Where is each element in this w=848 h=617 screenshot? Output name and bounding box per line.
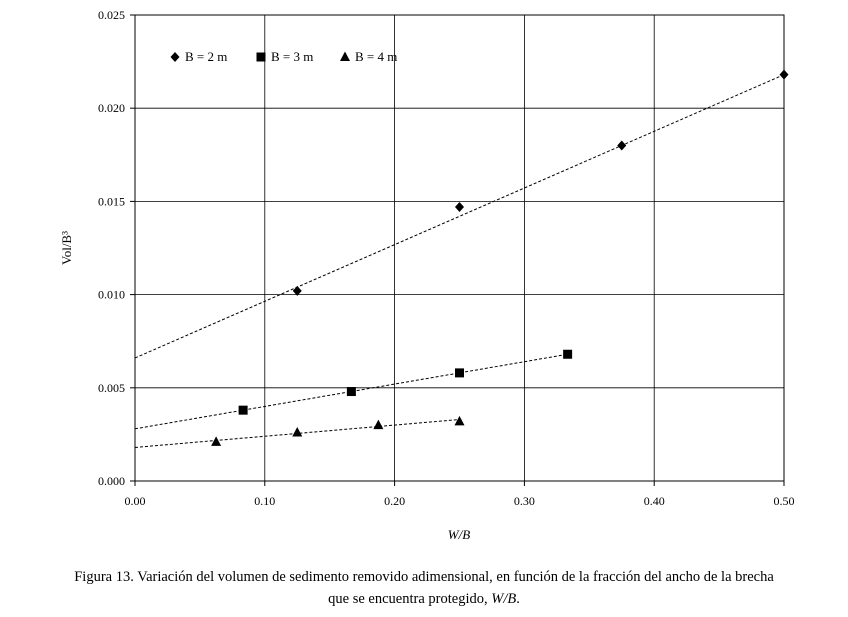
data-point-square [563,349,573,359]
caption-line-2-italic: W/B [491,591,517,607]
x-axis-label: W/B [448,527,470,542]
legend-label: B = 2 m [185,49,227,64]
data-point-diamond [455,201,464,212]
x-tick-label: 0.30 [514,494,535,508]
chart: 0.00 0.10 0.20 0.30 0.40 0.50 0.000 0.005 0.010… [59,8,795,542]
x-tick-label: 0.10 [254,494,275,508]
x-axis-ticks: 0.00 0.10 0.20 0.30 0.40 0.50 [125,481,795,508]
trend-line-diamond [134,74,785,359]
trend-line-square [134,353,568,430]
legend-marker-diamond [170,52,180,62]
caption-line-1: Figura 13. Variación del volumen de sedi… [74,569,774,585]
y-tick-label: 0.005 [98,381,125,395]
x-tick-label: 0.40 [644,494,665,508]
x-tick-label: 0.20 [384,494,405,508]
y-tick-label: 0.000 [98,474,125,488]
y-axis-ticks: 0.000 0.005 0.010 0.015 0.020 0.025 [98,8,135,488]
data-point-triangle [454,415,465,426]
legend-marker-triangle [340,51,350,61]
x-tick-label: 0.00 [125,494,146,508]
legend-marker-square [256,52,266,62]
legend-label: B = 3 m [271,49,313,64]
trend-lines [134,74,785,448]
data-point-triangle [373,419,384,430]
y-tick-label: 0.020 [98,101,125,115]
data-point-triangle [292,427,303,437]
data-point-diamond [617,140,627,151]
y-tick-label: 0.010 [98,288,125,302]
caption-line-2-suffix: . [516,591,520,607]
data-point-triangle [211,436,222,446]
legend-label: B = 4 m [355,49,397,64]
data-point-square [346,387,356,397]
data-point-square [455,368,464,378]
grid [134,14,785,482]
y-tick-label: 0.025 [98,8,125,22]
caption-line-2: que se encuentra protegido, W/B. [0,588,848,610]
legend: B = 2 m B = 3 m B = 4 m [170,49,397,64]
y-axis-label: Vol/B³ [59,231,74,265]
plot-area [134,14,785,482]
data-point-diamond [779,69,789,80]
data-points [211,69,789,446]
y-tick-label: 0.015 [98,194,125,208]
data-point-square [238,405,248,415]
x-tick-label: 0.50 [774,494,795,508]
figure-caption: Figura 13. Variación del volumen de sedi… [0,566,848,610]
caption-line-2-prefix: que se encuentra protegido, [328,591,492,607]
data-point-diamond [292,285,302,296]
